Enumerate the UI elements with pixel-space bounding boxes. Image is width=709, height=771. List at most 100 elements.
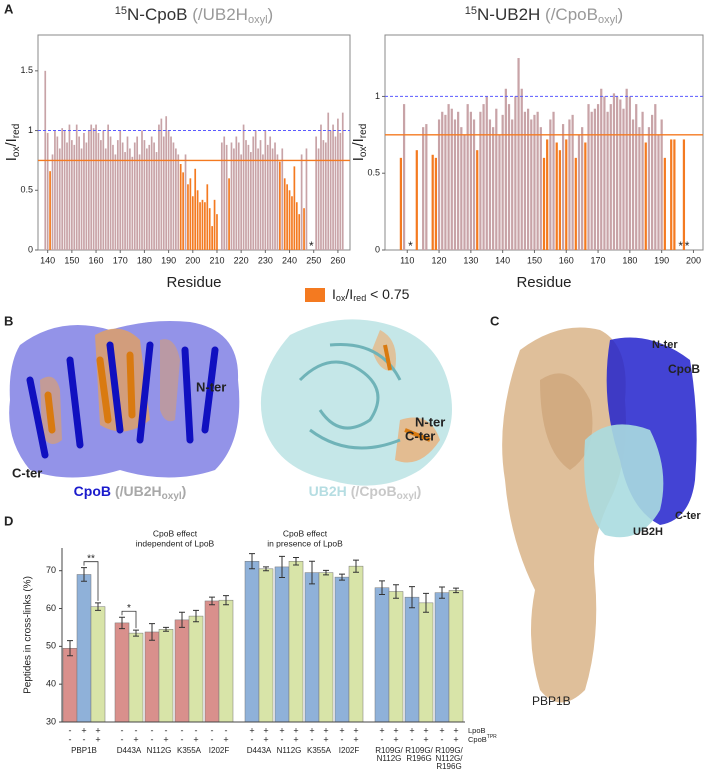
- bar: [54, 130, 56, 250]
- group-label: D443A: [117, 746, 142, 755]
- bar: [536, 111, 539, 251]
- error-bar: [453, 587, 459, 594]
- bar: [158, 124, 160, 250]
- bar: [558, 150, 562, 250]
- x-tick-label: 240: [282, 255, 297, 265]
- bar: [463, 134, 466, 250]
- bar: [596, 104, 600, 250]
- significance-bracket: [121, 610, 137, 629]
- bar: [628, 96, 631, 250]
- bar: [257, 148, 259, 250]
- bar: [160, 118, 163, 250]
- error-bar: [133, 629, 139, 637]
- bar: [80, 148, 83, 250]
- bar: [485, 96, 488, 250]
- section-annotation: independent of LpoB: [136, 538, 215, 548]
- bar: [100, 140, 102, 250]
- bar: [647, 127, 651, 250]
- bar: [78, 136, 80, 250]
- bar: [495, 108, 498, 250]
- bar: [68, 124, 71, 250]
- bar: [584, 142, 587, 250]
- bar: [150, 136, 153, 250]
- group-label: R109G/: [375, 746, 403, 755]
- bar: [329, 130, 332, 250]
- x-tick-label: 160: [89, 255, 104, 265]
- bar: [555, 142, 558, 250]
- bar: [457, 111, 460, 251]
- bar: [606, 111, 609, 251]
- x-tick-label: 200: [686, 255, 701, 265]
- significance-label: *: [127, 603, 131, 614]
- group-label: D443A: [247, 746, 272, 755]
- bar: [276, 154, 279, 250]
- bar: [533, 114, 536, 250]
- condition-mark: +: [249, 725, 254, 735]
- structure-name: UB2H: [309, 483, 347, 499]
- condition-mark: +: [223, 734, 228, 744]
- bar: [577, 134, 581, 250]
- condition-mark: +: [423, 734, 428, 744]
- group-label: I202F: [339, 746, 360, 755]
- structure-condition: oxyl: [162, 491, 182, 502]
- panel-label: A: [4, 1, 14, 16]
- condition-mark: -: [211, 725, 214, 735]
- y-axis-label-part: /I: [3, 138, 20, 146]
- condition-mark: -: [341, 734, 344, 744]
- bar: [63, 130, 66, 250]
- bar: [274, 142, 276, 250]
- bar: [514, 96, 517, 250]
- y-axis-label-part: I: [3, 157, 20, 161]
- y-tick-label: 0: [28, 244, 33, 254]
- bar: [507, 104, 511, 250]
- legend-label-part: ox: [336, 293, 346, 303]
- bar: [654, 104, 657, 250]
- error-bar: [393, 584, 399, 599]
- x-tick-label: 120: [432, 255, 447, 265]
- y-tick-label: 0.5: [367, 168, 380, 178]
- bar: [300, 154, 303, 250]
- bar: [530, 119, 533, 250]
- chart-title: 15N-UB2H (/CpoBoxyl): [465, 5, 623, 26]
- bar: [208, 208, 211, 250]
- bar: [291, 196, 293, 250]
- error-bar: [193, 609, 199, 623]
- structure-label: UB2H: [633, 526, 663, 538]
- condition-mark: +: [163, 734, 168, 744]
- bar: [590, 111, 593, 251]
- chart-title-part: N-UB2H: [477, 5, 540, 24]
- group-label: N112G: [147, 746, 172, 755]
- structure-label: N-ter: [196, 379, 226, 394]
- bar: [341, 112, 344, 250]
- bar: [189, 178, 192, 250]
- chart-title: 15N-CpoB (/UB2Hoxyl): [115, 5, 273, 26]
- bar: [663, 157, 666, 250]
- condition-mark: -: [251, 734, 254, 744]
- bar: [83, 132, 85, 250]
- bar: [114, 154, 117, 250]
- x-tick-label: 110: [400, 255, 414, 265]
- condition-mark: -: [135, 725, 138, 735]
- bar: [112, 144, 114, 250]
- bar: [95, 124, 97, 250]
- chart-title-part: N-CpoB: [127, 5, 187, 24]
- chart-title-part: (/UB2H: [188, 5, 248, 24]
- bar: [87, 130, 90, 250]
- bar: [182, 172, 184, 250]
- structure-label: CpoB: [668, 362, 700, 376]
- x-tick-label: 230: [258, 255, 273, 265]
- bar: [651, 114, 654, 250]
- group-label: N112G/: [436, 754, 464, 763]
- bar: [262, 154, 264, 250]
- bar: [327, 112, 330, 250]
- condition-mark: +: [453, 734, 458, 744]
- bar: [61, 128, 64, 250]
- condition-mark: +: [323, 725, 328, 735]
- bar: [315, 136, 317, 250]
- error-bar: [279, 555, 285, 579]
- condition-mark: -: [181, 734, 184, 744]
- y-tick-label: 1: [28, 125, 33, 135]
- row-label-part: LpoB: [468, 726, 486, 735]
- condition-mark: +: [193, 734, 198, 744]
- x-tick-label: 190: [161, 255, 176, 265]
